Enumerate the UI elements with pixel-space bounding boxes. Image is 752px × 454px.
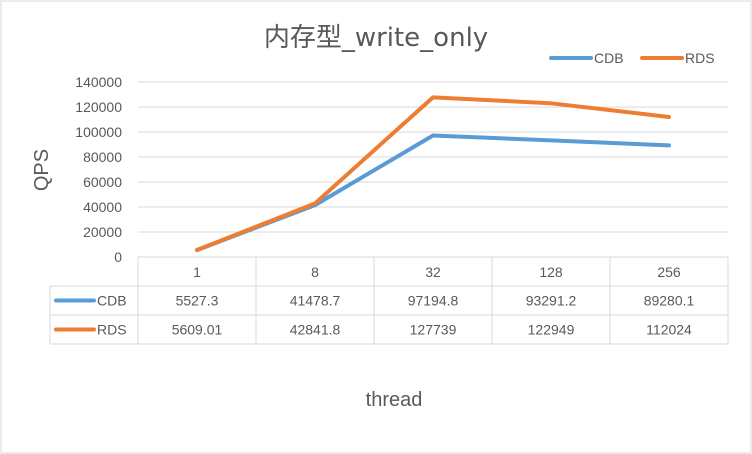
series-lines: [195, 95, 671, 253]
table-cell: 41478.7: [290, 293, 341, 309]
legend-label: CDB: [594, 50, 624, 66]
y-tick-label: 80000: [83, 149, 122, 165]
table-cell: 112024: [646, 322, 692, 338]
y-axis-tick-labels: 0 20000 40000 60000 80000 100000 120000 140000: [75, 74, 122, 265]
y-tick-label: 100000: [75, 124, 122, 140]
x-tick-label: 8: [311, 264, 319, 280]
table-cell: 42841.8: [290, 322, 341, 338]
y-tick-label: 40000: [83, 199, 122, 215]
y-axis-label: QPS: [31, 149, 53, 191]
y-tick-label: 120000: [75, 99, 122, 115]
table-cell: 97194.8: [408, 293, 459, 309]
series-line-rds: [195, 95, 671, 252]
y-tick-label: 140000: [75, 74, 122, 90]
y-tick-label: 0: [114, 249, 122, 265]
x-axis-label: thread: [366, 389, 423, 411]
table-cell: 5527.3: [176, 293, 219, 309]
legend-label: RDS: [685, 50, 715, 66]
x-tick-label: 32: [425, 264, 441, 280]
table-cell: 89280.1: [644, 293, 695, 309]
y-tick-label: 20000: [83, 224, 122, 240]
table-series-name: CDB: [97, 293, 127, 309]
table-cell: 122949: [528, 322, 575, 338]
chart-title: 内存型_write_only: [264, 23, 488, 53]
table-series-name: RDS: [97, 322, 127, 338]
data-table: 1 8 32 128 256 CDB 5527.3 41478.7 97194.8 93291.2…: [49, 256, 729, 345]
gridlines: [138, 81, 728, 233]
x-tick-label: 1: [193, 264, 201, 280]
x-tick-label: 256: [657, 264, 681, 280]
y-tick-label: 60000: [83, 174, 122, 190]
x-tick-label: 128: [539, 264, 563, 280]
table-cell: 93291.2: [526, 293, 577, 309]
table-cell: 5609.01: [172, 322, 223, 338]
legend: CDB RDS: [549, 50, 715, 66]
table-cell: 127739: [410, 322, 457, 338]
